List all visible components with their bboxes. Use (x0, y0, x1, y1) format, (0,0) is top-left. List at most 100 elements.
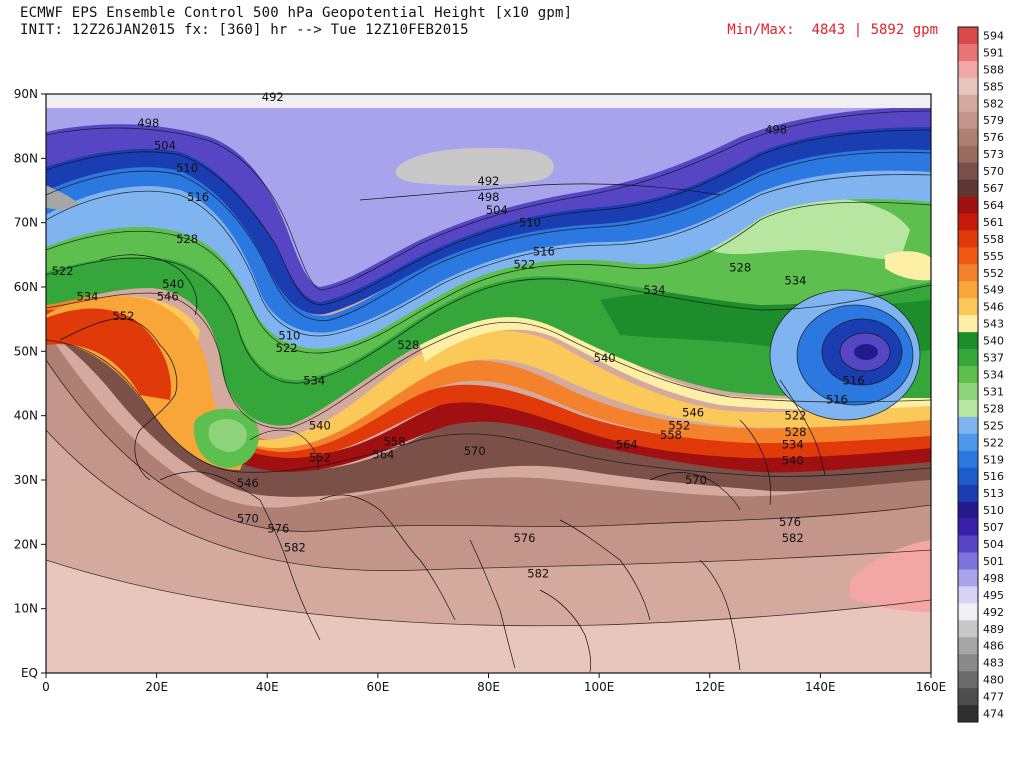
chart-subtitle: INIT: 12Z26JAN2015 fx: [360] hr --> Tue … (20, 22, 469, 38)
colorbar-swatch (958, 128, 978, 146)
colorbar-swatch (958, 620, 978, 638)
colorbar-label: 498 (983, 572, 1004, 585)
contour-label: 546 (682, 405, 704, 419)
colorbar-swatch (958, 569, 978, 587)
y-tick-label: 30N (14, 473, 38, 487)
colorbar-label: 492 (983, 606, 1004, 619)
y-tick-label: 20N (14, 537, 38, 551)
colorbar-label: 549 (983, 284, 1004, 297)
contour-label: 546 (157, 290, 179, 304)
colorbar-label: 486 (983, 640, 1004, 653)
colorbar-label: 537 (983, 352, 1004, 365)
y-tick-label: 90N (14, 87, 38, 101)
x-tick-label: 160E (916, 680, 947, 694)
y-tick-label: 50N (14, 344, 38, 358)
y-tick-label: EQ (21, 666, 38, 680)
axes: 90N 80N 70N 60N 50N 40N 30N 20N 10N EQ 0 20E 40E 60E 8… (14, 87, 947, 694)
colorbar-swatch (958, 637, 978, 655)
y-tick-label: 10N (14, 602, 38, 616)
contour-label: 492 (478, 174, 500, 188)
contour-label: 528 (729, 261, 751, 275)
colorbar-swatch (958, 162, 978, 180)
colorbar-label: 546 (983, 301, 1004, 314)
colorbar-swatch (958, 77, 978, 96)
colorbar-swatch (958, 484, 978, 502)
contour-label: 516 (826, 393, 848, 407)
contour-label: 570 (685, 473, 707, 487)
contour-label: 552 (309, 450, 331, 464)
contour-label: 534 (303, 373, 325, 387)
colorbar-swatch (958, 264, 978, 282)
colorbar-label: 573 (983, 148, 1004, 161)
contour-label: 552 (112, 309, 134, 323)
colorbar-label: 507 (983, 521, 1004, 534)
colorbar-swatch (958, 145, 978, 163)
contour-label: 492 (262, 90, 284, 104)
contour-label: 540 (782, 454, 804, 468)
contour-label: 546 (237, 476, 259, 490)
colorbar-label: 588 (983, 63, 1004, 76)
colorbar-label: 561 (983, 216, 1004, 229)
colorbar: 594 591 588 585 582 579 576 573 570 567 564 561 558 5… (957, 26, 1004, 723)
colorbar-swatch (958, 349, 978, 367)
contour-label: 576 (779, 515, 801, 529)
contour-label: 564 (372, 447, 394, 461)
contour-label: 576 (513, 531, 535, 545)
contour-label: 504 (154, 138, 176, 152)
colorbar-label: 585 (983, 80, 1004, 93)
contour-label: 552 (668, 418, 690, 432)
colorbar-label: 474 (983, 708, 1004, 721)
contour-label: 498 (765, 122, 787, 136)
colorbar-swatch (958, 671, 978, 689)
contour-label: 528 (397, 338, 419, 352)
contour-label: 498 (478, 190, 500, 204)
colorbar-swatch (958, 247, 978, 265)
x-tick-label: 40E (256, 680, 279, 694)
contour-label: 498 (137, 116, 159, 130)
y-tick-label: 80N (14, 151, 38, 165)
colorbar-swatch (958, 213, 978, 231)
colorbar-swatch (958, 111, 978, 130)
height-field (46, 94, 931, 673)
contour-label: 570 (237, 512, 259, 526)
colorbar-swatch (958, 467, 978, 485)
colorbar-label: 558 (983, 233, 1004, 246)
contour-label: 534 (785, 274, 807, 288)
colorbar-label: 483 (983, 657, 1004, 670)
contour-label: 510 (519, 216, 541, 230)
colorbar-swatch (958, 196, 978, 214)
contour-label: 522 (52, 264, 74, 278)
x-tick-label: 120E (695, 680, 726, 694)
contour-label: 582 (782, 531, 804, 545)
colorbar-label: 582 (983, 97, 1004, 110)
colorbar-label: 555 (983, 250, 1004, 263)
y-tick-label: 40N (14, 409, 38, 423)
colorbar-label: 504 (983, 538, 1004, 551)
colorbar-swatch (958, 60, 978, 79)
contour-label: 582 (527, 566, 549, 580)
colorbar-swatch (958, 603, 978, 621)
contour-label: 564 (616, 438, 638, 452)
colorbar-swatch (958, 298, 978, 316)
colorbar-swatch (958, 399, 978, 418)
contour-label: 504 (486, 203, 508, 217)
contour-label: 516 (843, 373, 865, 387)
colorbar-swatch (958, 27, 978, 45)
contour-label: 582 (284, 541, 306, 555)
colorbar-label: 567 (983, 182, 1004, 195)
contour-label: 570 (464, 444, 486, 458)
colorbar-swatch (958, 654, 978, 672)
contour-label: 522 (785, 409, 807, 423)
contour-label: 540 (309, 418, 331, 432)
colorbar-swatch (958, 230, 978, 248)
colorbar-label: 525 (983, 419, 1004, 432)
colorbar-label: 522 (983, 436, 1004, 449)
colorbar-swatch (958, 281, 978, 299)
colorbar-label: 510 (983, 504, 1004, 517)
colorbar-swatch (958, 552, 978, 570)
colorbar-label: 570 (983, 165, 1004, 178)
colorbar-label: 540 (983, 335, 1004, 348)
y-tick-label: 70N (14, 216, 38, 230)
